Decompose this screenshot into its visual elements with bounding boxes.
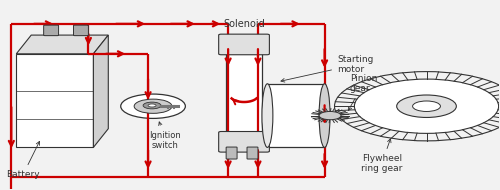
Polygon shape (268, 84, 324, 147)
Ellipse shape (319, 84, 330, 147)
Ellipse shape (262, 84, 273, 147)
FancyBboxPatch shape (44, 25, 59, 36)
Text: Flywheel
ring gear: Flywheel ring gear (361, 139, 403, 173)
Text: Battery: Battery (6, 141, 40, 179)
Circle shape (412, 101, 440, 112)
Text: Ignition
switch: Ignition switch (150, 122, 182, 150)
Circle shape (143, 102, 161, 109)
FancyBboxPatch shape (218, 131, 270, 152)
FancyBboxPatch shape (218, 34, 270, 55)
Polygon shape (16, 35, 108, 54)
Polygon shape (16, 54, 94, 147)
Text: Starting
motor: Starting motor (281, 55, 374, 82)
FancyBboxPatch shape (226, 46, 262, 140)
FancyBboxPatch shape (226, 147, 237, 159)
FancyBboxPatch shape (247, 147, 258, 159)
Circle shape (354, 79, 498, 133)
Circle shape (120, 94, 186, 118)
Text: Pinion
gear: Pinion gear (348, 74, 378, 111)
Polygon shape (94, 35, 108, 147)
Circle shape (396, 95, 456, 117)
Circle shape (148, 104, 156, 107)
Circle shape (134, 99, 172, 113)
Text: Solenoid: Solenoid (223, 19, 265, 29)
FancyBboxPatch shape (74, 25, 88, 36)
Circle shape (319, 112, 341, 120)
